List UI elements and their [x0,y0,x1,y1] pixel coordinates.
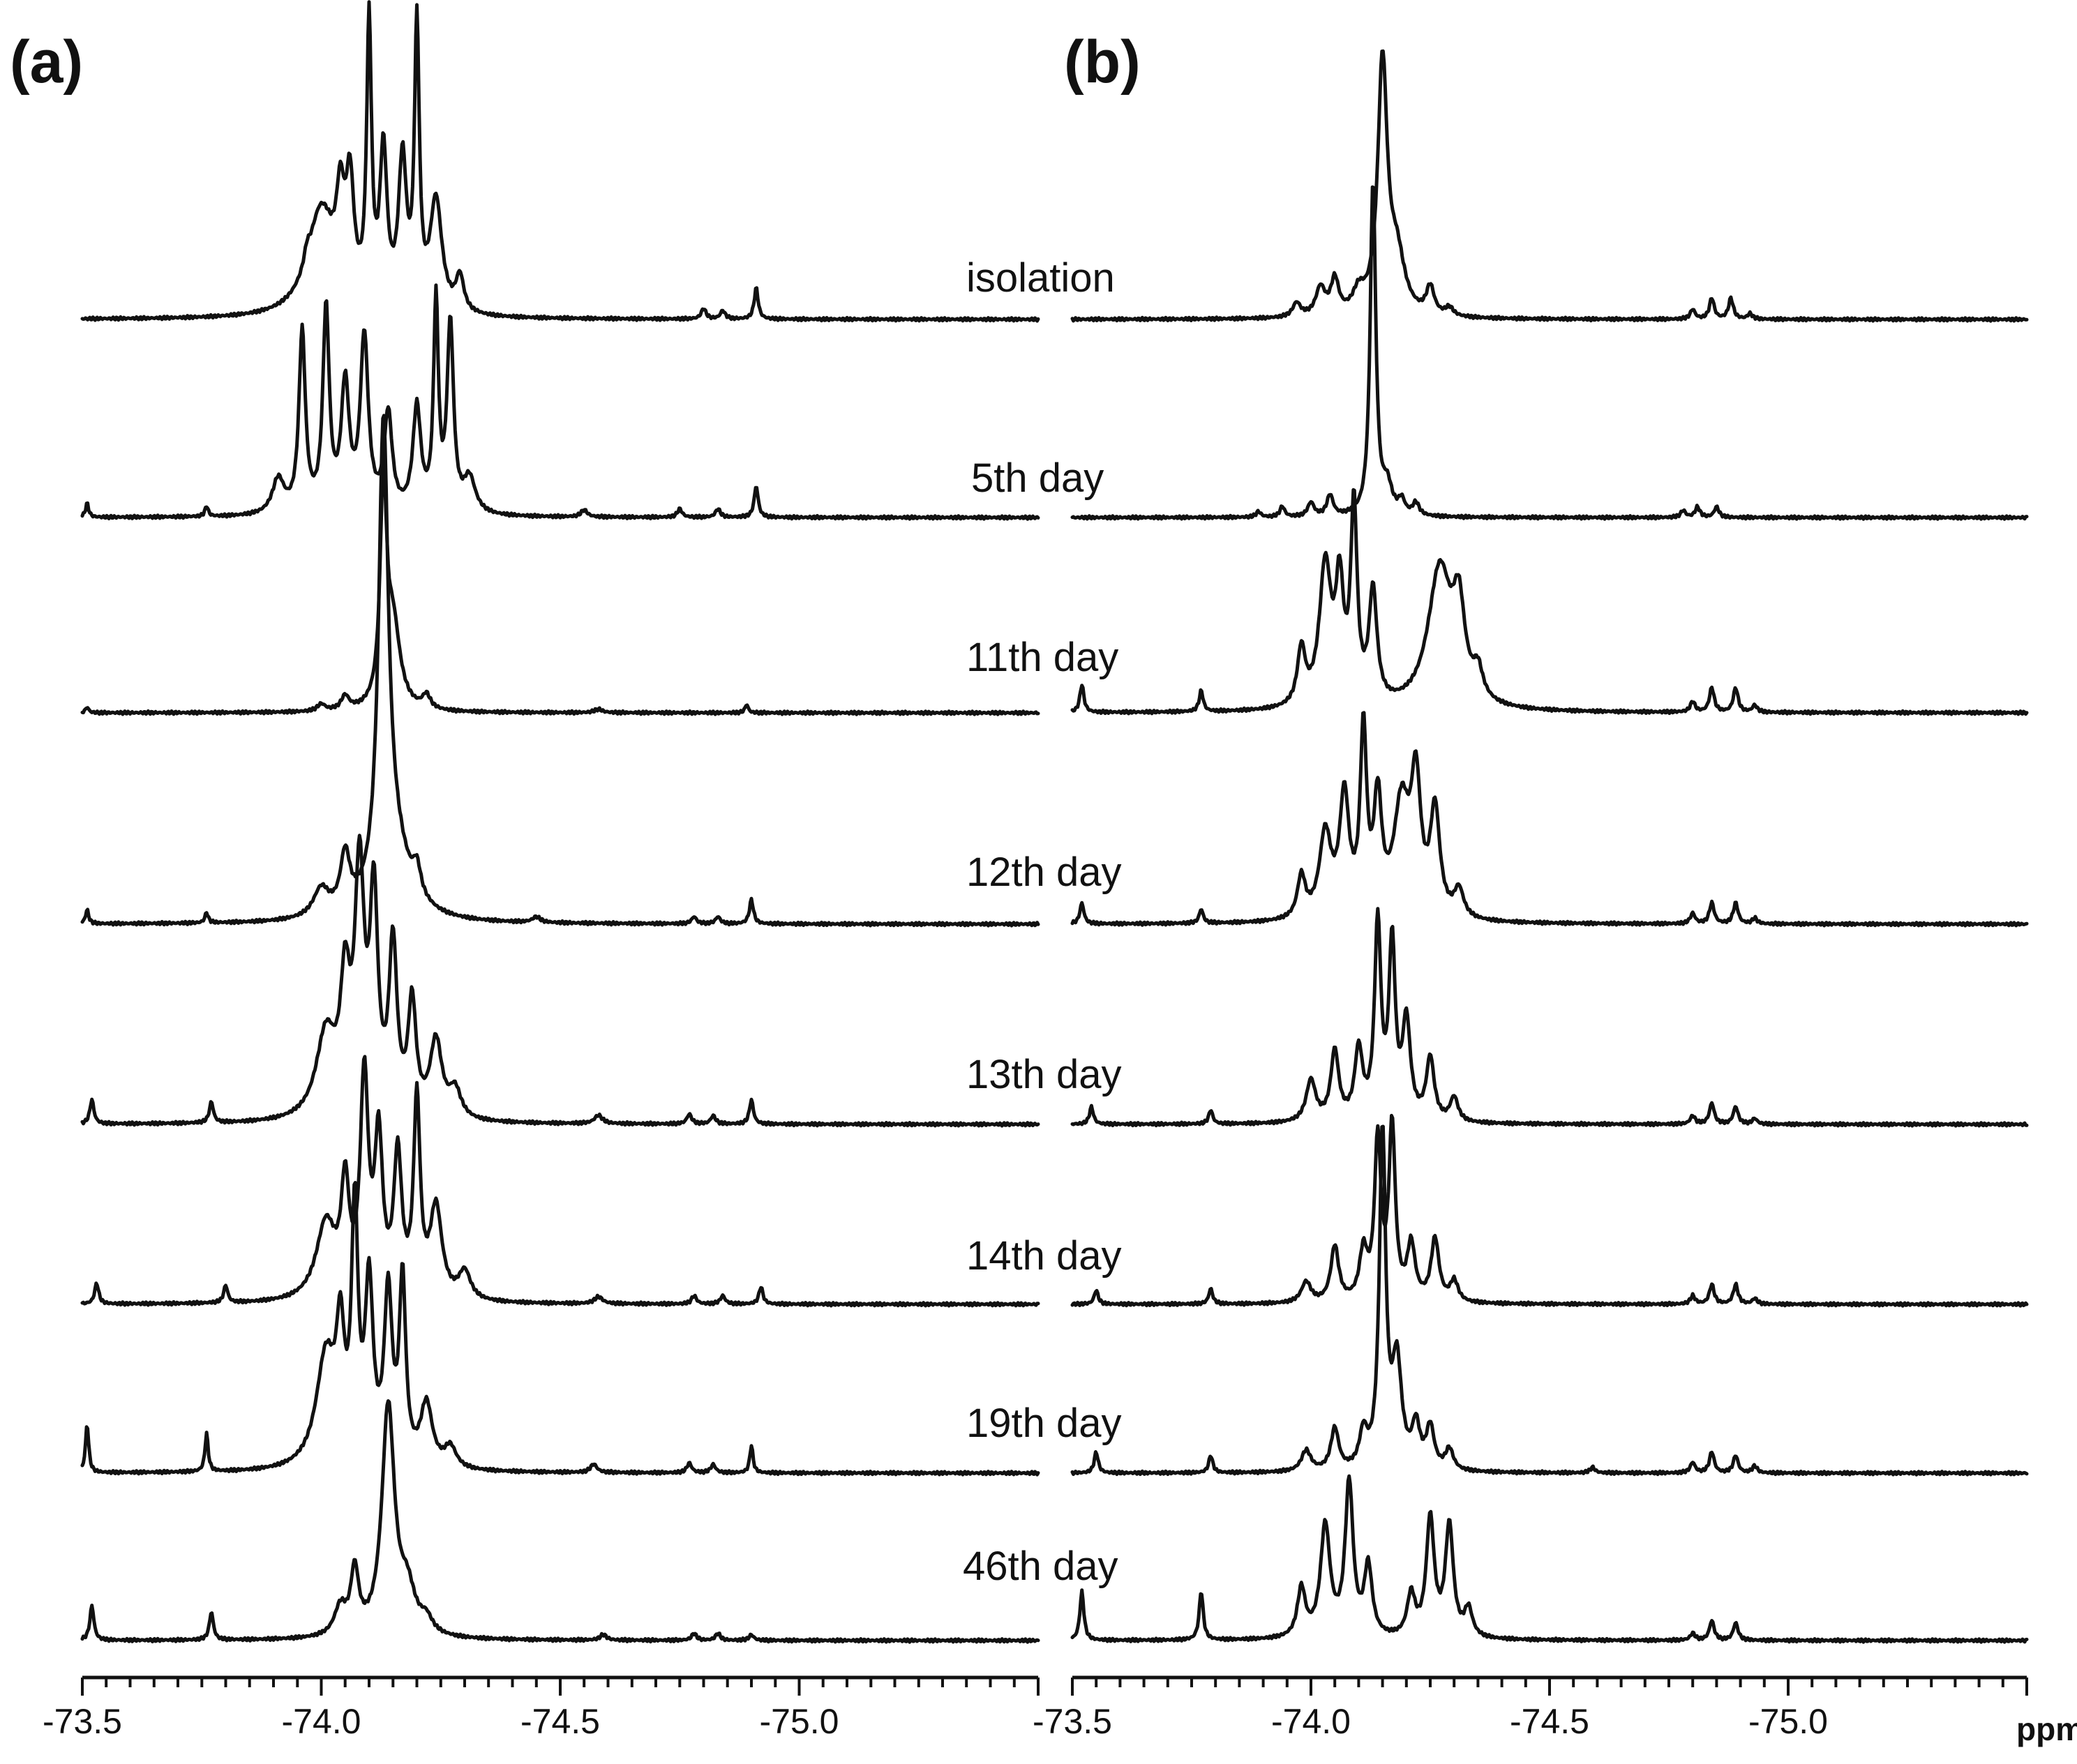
spectrum-a-12th-day [80,414,1040,928]
spectrum-b-11th-day [1070,488,2029,716]
tick-label-a: -73.5 [43,1702,122,1741]
tick-label-a: -75.0 [760,1702,839,1741]
tick-label-a: -74.0 [282,1702,361,1741]
spectrum-a-isolation [80,0,1040,323]
trace-label-12th-day: 12th day [966,850,1122,895]
trace-label-11th-day: 11th day [966,635,1118,680]
tick-label-b: -74.0 [1271,1702,1351,1741]
spectrum-a-5th-day [80,283,1040,521]
panel-label-b: (b) [1064,29,1141,96]
tick-label-b: -74.5 [1510,1702,1589,1741]
trace-label-46th-day: 46th day [963,1544,1118,1589]
tick-label-b: -75.0 [1748,1702,1828,1741]
trace-label-14th-day: 14th day [966,1233,1122,1279]
spectrum-b-12th-day [1070,711,2029,928]
spectrum-a-19th-day [80,1181,1040,1477]
panel-a-x-axis: -73.5 -74.0 -74.5 -75.0 [43,1675,1040,1741]
x-axis-unit-label: ppm [2016,1711,2077,1747]
panel-b-traces [1070,49,2029,1644]
panel-label-a: (a) [10,29,83,96]
panel-a-traces [80,0,1040,1644]
spectrum-b-19th-day [1070,1124,2029,1477]
tick-label-a: -74.5 [520,1702,600,1741]
spectrum-b-13th-day [1070,907,2029,1128]
trace-label-19th-day: 19th day [966,1401,1122,1446]
spectrum-b-46th-day [1070,1474,2029,1644]
trace-label-13th-day: 13th day [966,1052,1122,1097]
trace-label-isolation: isolation [966,255,1115,301]
spectrum-a-14th-day [80,1055,1040,1308]
spectrum-a-11th-day [80,457,1040,716]
spectrum-a-13th-day [80,834,1040,1128]
spectrum-b-5th-day [1070,185,2029,521]
panel-b-x-axis: -73.5 -74.0 -74.5 -75.0 [1033,1675,2028,1741]
trace-labels: isolation 5th day 11th day 12th day 13th… [963,255,1122,1589]
trace-label-5th-day: 5th day [971,455,1104,501]
tick-label-b: -73.5 [1033,1702,1112,1741]
spectrum-a-46th-day [80,1399,1040,1644]
spectrum-b-14th-day [1070,1113,2029,1308]
spectrum-b-isolation [1070,49,2029,323]
